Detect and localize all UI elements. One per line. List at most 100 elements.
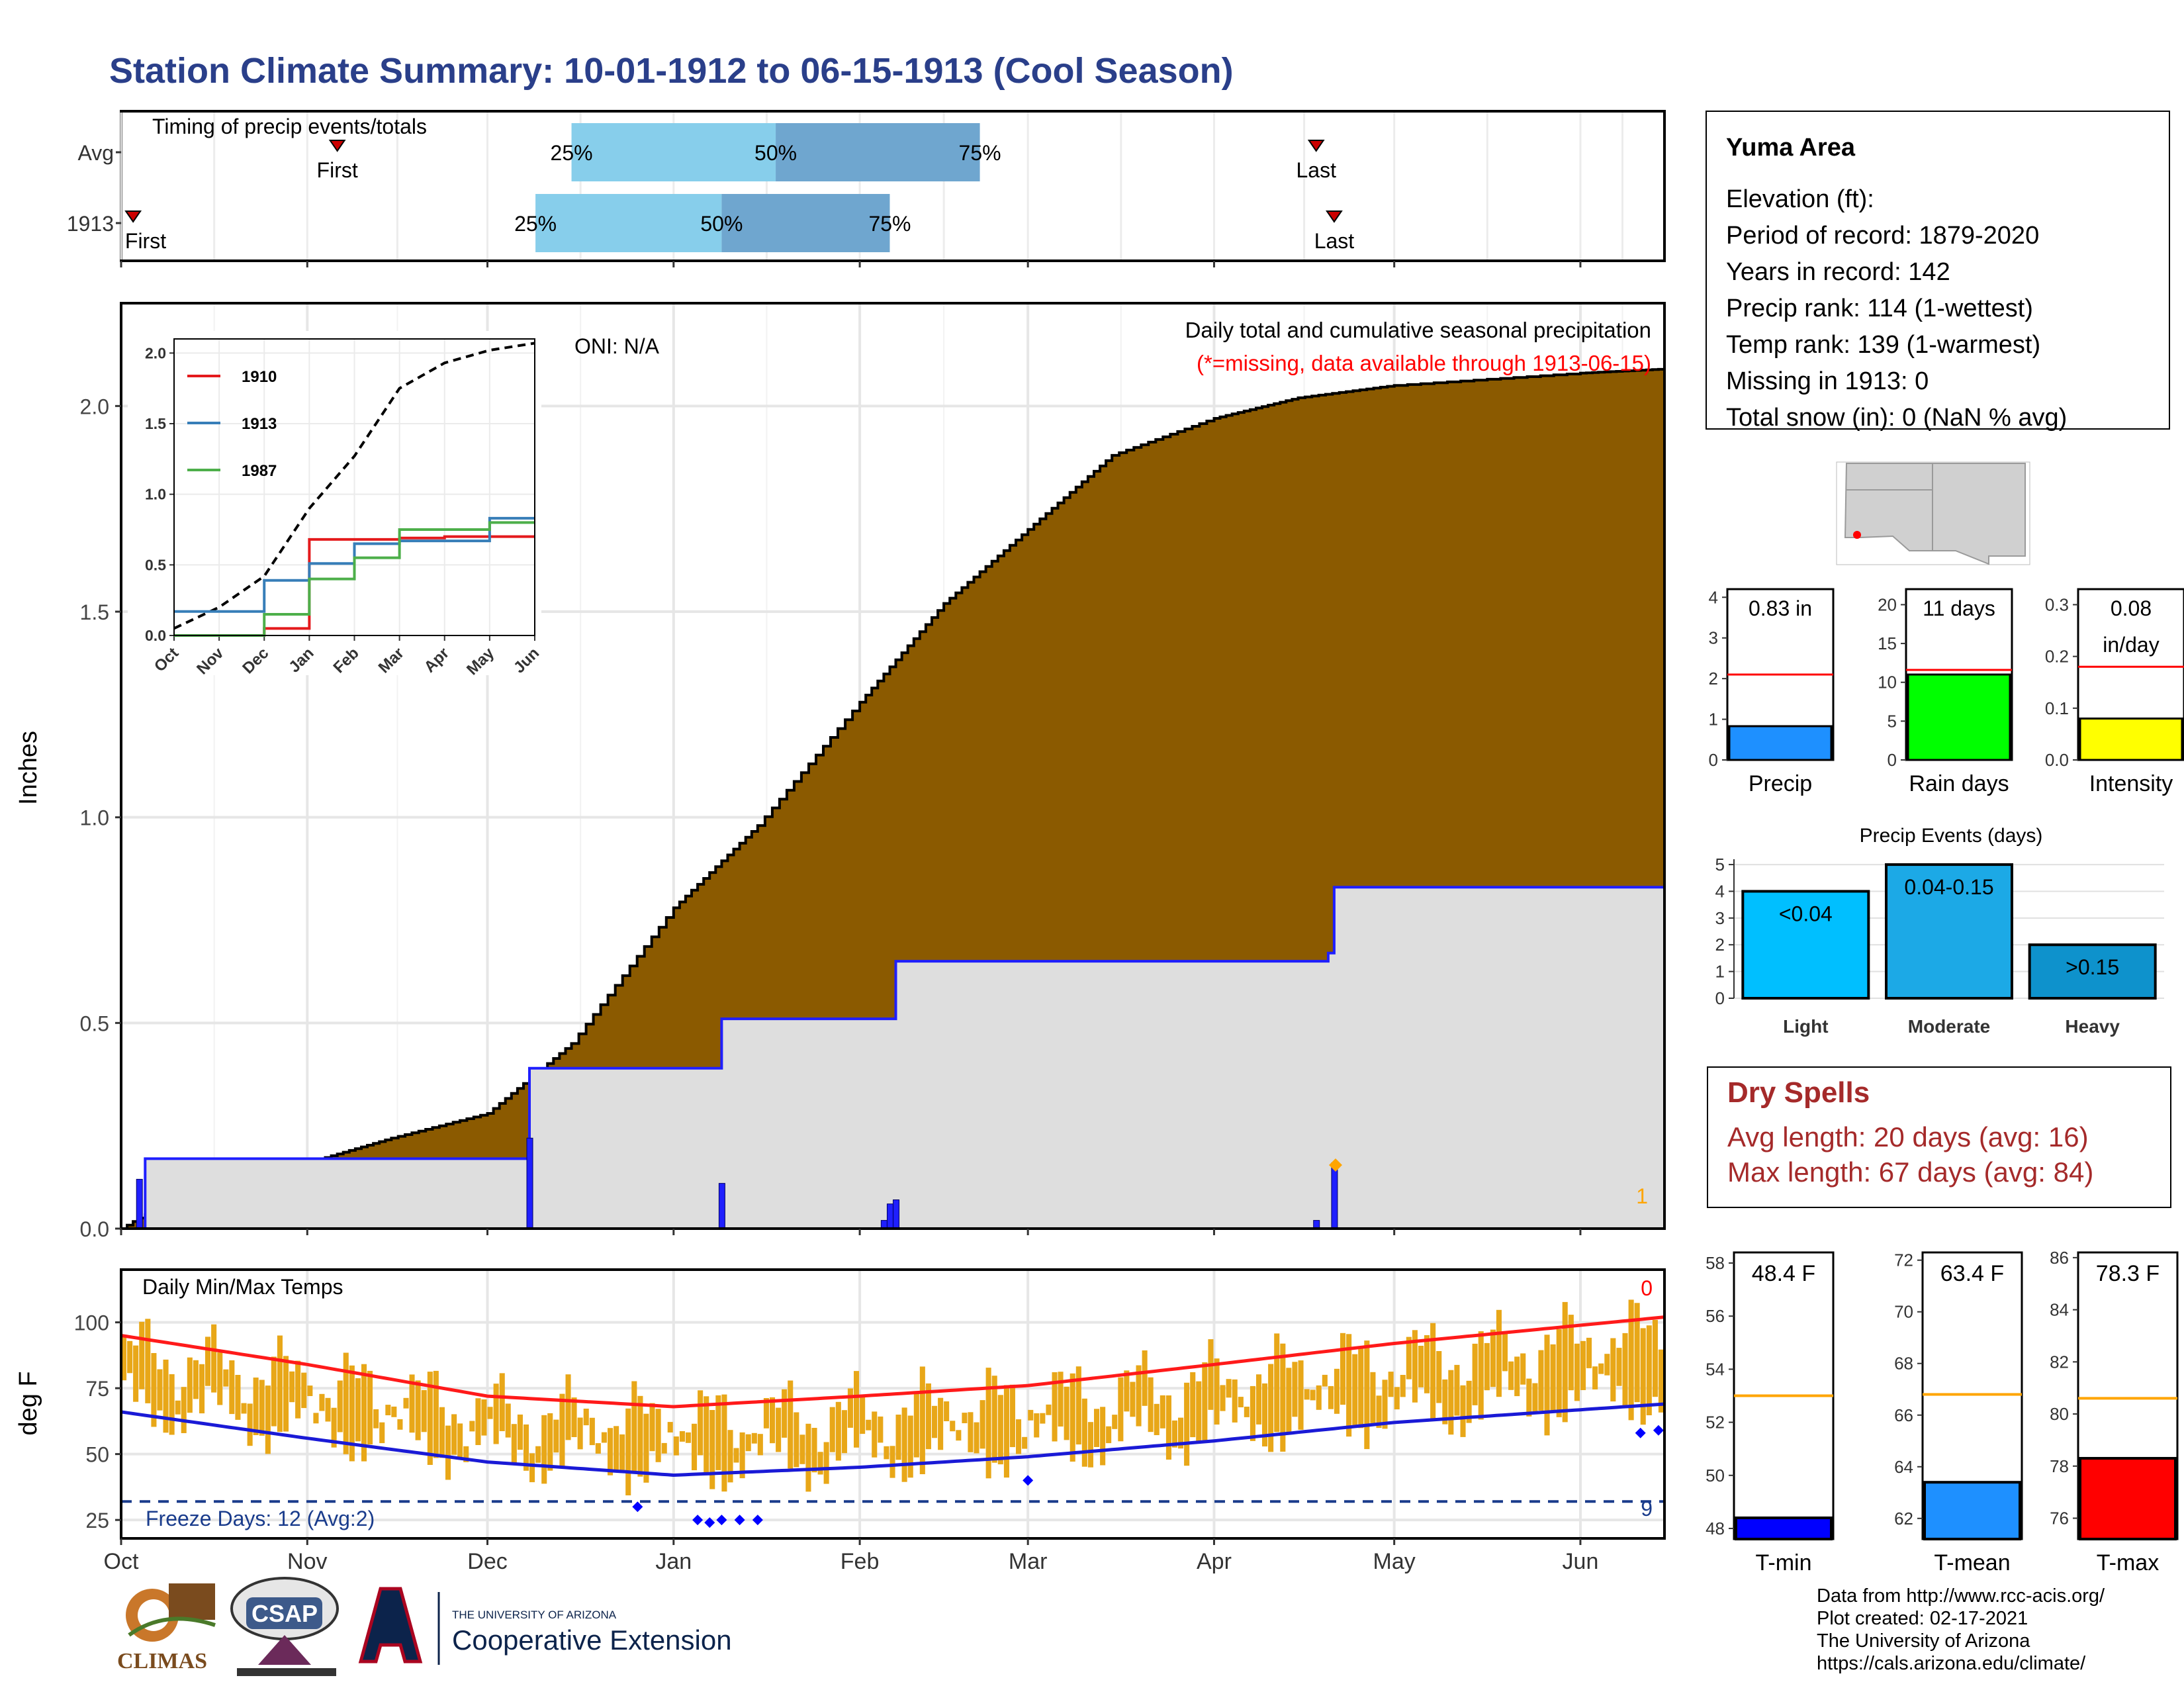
daily-temp-bar: [1046, 1404, 1052, 1415]
daily-temp-bar: [661, 1442, 667, 1454]
precip-panel: Inches 0.0 0.5 1.0 1.5 2.0 ONI: N/A Daily to…: [15, 302, 1666, 1241]
daily-temp-bar: [1256, 1374, 1262, 1425]
daily-temp-bar: [1526, 1378, 1532, 1417]
daily-temp-bar: [1069, 1373, 1075, 1462]
daily-temp-bar: [541, 1415, 547, 1484]
climas-logo-text: CLIMAS: [117, 1649, 207, 1673]
timing-panel: Timing of precip events/totals Avg 25% 50%…: [67, 110, 1666, 267]
timing-axis: [120, 261, 1582, 267]
daily-temp-bar: [919, 1366, 925, 1474]
daily-temp-bar: [397, 1419, 403, 1430]
dry-spells-max: Max length: 67 days (avg: 84): [1727, 1156, 2093, 1188]
daily-precip-bar: [136, 1178, 143, 1229]
ua-small-text: THE UNIVERSITY OF ARIZONA: [452, 1609, 617, 1621]
daily-temp-bar: [625, 1408, 631, 1495]
temp-y-tick-label: 75: [85, 1377, 109, 1401]
daily-temp-bar: [1190, 1372, 1196, 1438]
temp-summary-tick-label: 70: [1894, 1302, 1913, 1322]
daily-temp-bar: [505, 1403, 511, 1438]
page-title: Station Climate Summary: 10-01-1912 to 0…: [109, 51, 1234, 91]
daily-temp-bar: [583, 1409, 589, 1426]
freeze-count: 9: [1641, 1497, 1653, 1521]
events-bar: [2028, 943, 2157, 1000]
daily-temp-bar: [925, 1383, 931, 1450]
daily-temp-bar: [289, 1371, 295, 1403]
freeze-day-marker: [692, 1515, 704, 1526]
info-line: Missing in 1913: 0: [1726, 367, 1929, 395]
daily-temp-bar: [1003, 1385, 1009, 1478]
daily-temp-bar: [427, 1372, 433, 1465]
daily-temp-bar: [817, 1452, 823, 1475]
daily-temp-bar: [511, 1424, 517, 1465]
daily-temp-bar: [1622, 1333, 1628, 1406]
daily-temp-bar: [517, 1414, 523, 1450]
daily-temp-bar: [1154, 1403, 1160, 1435]
ua-big-text: Cooperative Extension: [452, 1624, 732, 1656]
summary-value-bar: [1728, 725, 1833, 761]
daily-temp-bar: [1658, 1349, 1664, 1413]
info-line: Period of record: 1879-2020: [1726, 222, 2039, 250]
daily-temp-bar: [1016, 1419, 1022, 1454]
daily-temp-bar: [1274, 1333, 1280, 1432]
legend-label: 1987: [242, 462, 277, 480]
info-line: Elevation (ft):: [1726, 185, 1874, 213]
daily-temp-bar: [1610, 1338, 1616, 1402]
temp-summary-tick-label: 82: [2050, 1352, 2069, 1372]
events-tick-label: 5: [1715, 855, 1725, 874]
temp-summary-tick-label: 48: [1706, 1519, 1725, 1538]
daily-temp-bar: [1454, 1364, 1460, 1416]
daily-temp-bar: [1075, 1366, 1081, 1445]
daily-temp-bar: [295, 1360, 301, 1419]
daily-temp-bar: [241, 1403, 247, 1414]
last-event-label: Last: [1314, 229, 1355, 253]
temp-summary-name-label: T-min: [1756, 1550, 1812, 1575]
inset-chart: Oct Nov Dec Jan Feb Mar Apr May Jun0.00.51.01.52…: [128, 331, 543, 679]
daily-temp-bar: [1484, 1342, 1490, 1391]
temp-summary-tick-label: 86: [2050, 1248, 2069, 1268]
temp-summary-bars: 48 50 52 54 56 58 48.4 F T-min 62 64 66 68 70 72 63.4 …: [1706, 1248, 2179, 1575]
daily-temp-bar: [151, 1353, 157, 1427]
daily-temp-bar: [823, 1442, 829, 1484]
daily-temp-bar: [271, 1356, 277, 1427]
daily-temp-bar: [211, 1324, 217, 1393]
daily-temp-bar: [1568, 1315, 1574, 1391]
daily-temp-bar: [139, 1321, 145, 1389]
inset-y-tick-label: 2.0: [145, 344, 166, 361]
temp-y-tick-label: 100: [74, 1311, 109, 1335]
daily-temp-bar: [1148, 1377, 1154, 1432]
daily-temp-bar: [835, 1401, 841, 1461]
oni-label: ONI: N/A: [574, 334, 660, 358]
daily-temp-bar: [841, 1410, 847, 1454]
daily-temp-bar: [391, 1406, 397, 1417]
pct25-label: 25%: [551, 141, 593, 165]
daily-temp-bar: [631, 1381, 637, 1474]
daily-temp-bar: [577, 1417, 583, 1450]
summary-tick-label: 0: [1888, 750, 1897, 770]
summary-name-label: Precip: [1749, 771, 1812, 796]
daily-temp-bar: [637, 1395, 643, 1477]
daily-temp-bar: [1340, 1333, 1346, 1405]
daily-temp-bar: [1490, 1329, 1496, 1387]
daily-temp-bar: [1334, 1368, 1340, 1414]
events-bar: [1741, 890, 1870, 1000]
month-tick-label: Mar: [1009, 1549, 1048, 1574]
freeze-day-marker: [752, 1515, 763, 1526]
avg-min-temp-line: [120, 1402, 1665, 1477]
daily-temp-bar: [259, 1380, 265, 1436]
summary-value-bar: [1907, 673, 2011, 761]
inset-bg: [128, 331, 541, 675]
daily-temp-bar: [1628, 1299, 1634, 1421]
daily-temp-bar: [235, 1375, 241, 1420]
ua-logo-mark: [358, 1587, 423, 1664]
daily-temp-bar: [1466, 1380, 1472, 1423]
timing-label: Timing of precip events/totals: [152, 115, 427, 138]
temp-summary-tick-label: 50: [1706, 1466, 1725, 1485]
daily-temp-bar: [782, 1389, 788, 1438]
summary-tick-label: 1: [1709, 710, 1718, 729]
summary-tick-label: 2: [1709, 669, 1718, 688]
daily-temp-bar: [1052, 1372, 1058, 1442]
daily-temp-bar: [1562, 1301, 1568, 1423]
info-frame: [1706, 111, 2170, 430]
daily-temp-bar: [187, 1357, 193, 1413]
daily-temp-bar: [1196, 1381, 1202, 1443]
